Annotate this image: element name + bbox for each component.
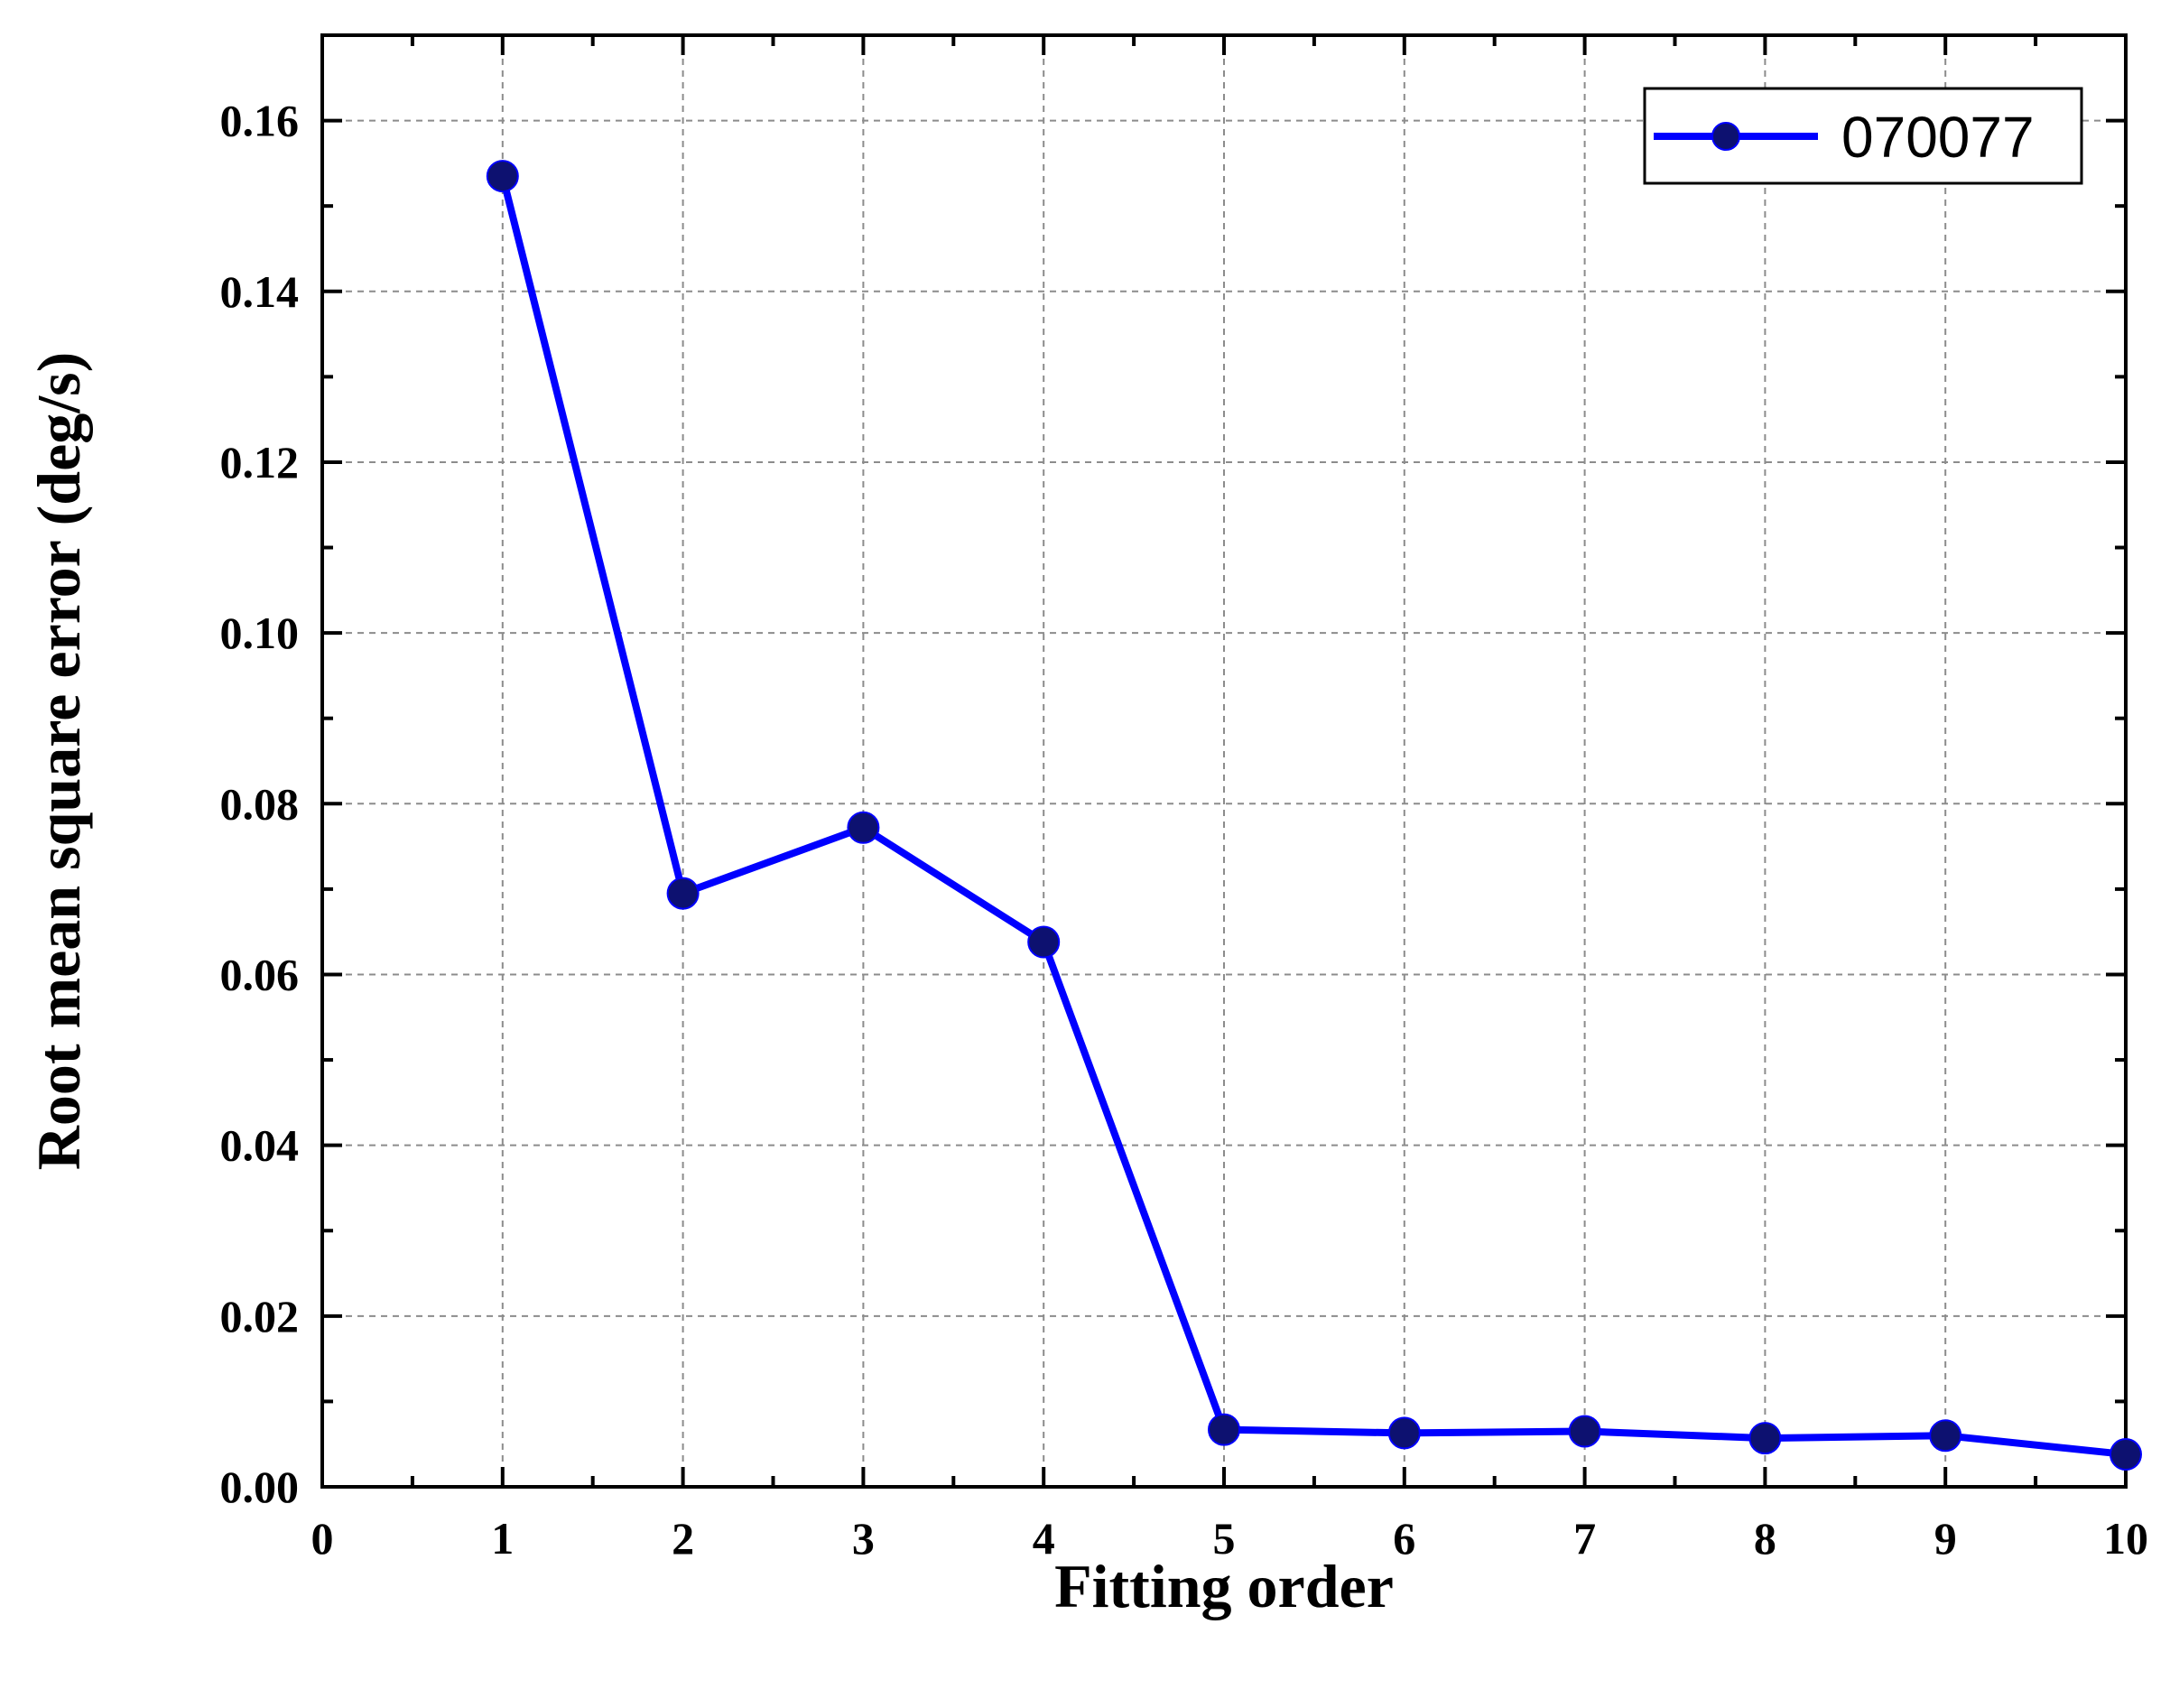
x-axis-title: Fitting order [1054,1552,1394,1620]
legend-label: 070077 [1841,105,2035,170]
y-tick-label: 0.00 [220,1462,300,1512]
legend-marker-sample [1711,122,1740,151]
data-point [486,160,519,193]
y-tick-label: 0.16 [220,96,300,146]
data-point [2110,1438,2142,1471]
data-point [847,811,880,844]
grid-lines [322,35,2126,1487]
y-tick-label: 0.12 [220,437,300,487]
data-point [1387,1416,1421,1450]
y-tick-label: 0.10 [220,608,300,658]
x-tick-label: 5 [1213,1513,1236,1564]
y-tick-labels: 0.00 0.02 0.04 0.06 0.08 0.10 0.12 0.14 0.16 [220,96,300,1512]
x-tick-label: 8 [1754,1513,1776,1564]
x-tick-labels: 0 1 2 3 4 5 6 7 8 9 10 [311,1513,2149,1564]
data-point [1027,925,1061,959]
y-tick-label: 0.06 [220,949,300,999]
x-tick-label: 7 [1573,1513,1596,1564]
series-line [498,175,2127,1459]
data-point [1568,1415,1601,1448]
legend: 070077 [1643,87,2083,185]
data-point [666,877,700,910]
y-axis-title: Root mean square error (deg/s) [24,352,93,1171]
data-point [1748,1422,1782,1455]
x-tick-label: 1 [491,1513,514,1564]
series-layer [486,160,2142,1471]
y-tick-label: 0.08 [220,778,300,829]
y-tick-label: 0.14 [220,266,300,317]
x-tick-label: 3 [852,1513,875,1564]
x-tick-label: 4 [1033,1513,1055,1564]
x-tick-label: 0 [311,1513,334,1564]
y-tick-label: 0.02 [220,1291,300,1341]
data-point [1208,1413,1240,1446]
x-tick-label: 2 [672,1513,694,1564]
plot-frame [320,33,2128,1489]
x-tick-label: 10 [2103,1513,2148,1564]
y-tick-label: 0.04 [220,1120,300,1171]
data-point [1929,1419,1962,1453]
x-tick-label: 6 [1393,1513,1415,1564]
x-tick-label: 9 [1934,1513,1957,1564]
